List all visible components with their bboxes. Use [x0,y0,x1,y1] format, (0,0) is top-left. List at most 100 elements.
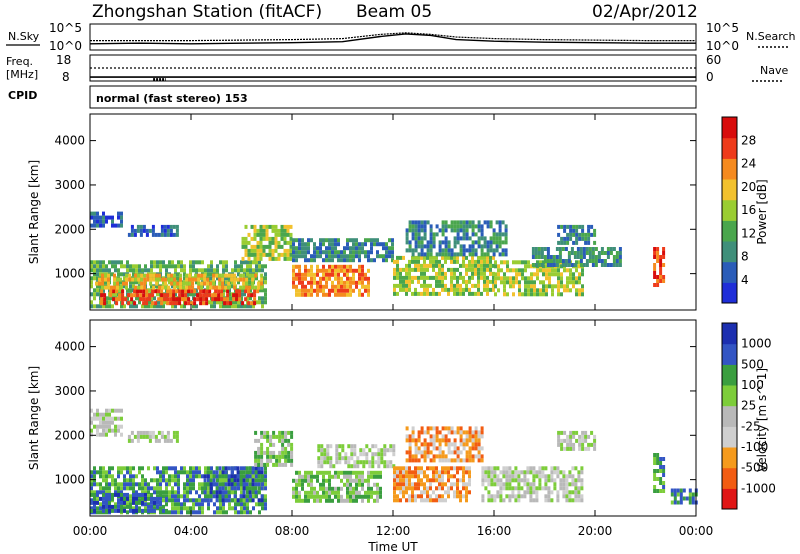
power-cell [615,263,619,267]
vel-cell [679,488,683,493]
vel-cell [192,482,195,487]
vel-cell [557,438,561,443]
vel-cell [444,498,447,503]
vel-cell [444,434,448,439]
vel-cell [183,486,186,491]
vel-cell [218,498,222,503]
power-cell [480,232,484,237]
vel-cell [520,494,524,499]
power-cell [349,280,352,285]
power-cell [503,284,506,289]
vel-cell [147,482,150,487]
power-cell [426,248,430,253]
vel-cell [481,466,485,471]
power-cell [417,252,421,257]
vel-cell [408,434,412,439]
power-cell [587,240,591,245]
vel-cell [281,442,285,447]
power-cell [486,263,489,268]
vel-cell [405,478,408,483]
power-cell [414,220,418,225]
vel-cell [162,474,165,479]
power-cell [202,301,206,306]
vel-cell [343,482,346,487]
power-cell [656,247,660,251]
power-cell [215,285,219,290]
power-cell [242,277,246,282]
power-cell [247,240,251,245]
power-cell [232,293,236,298]
vel-cell [447,474,450,479]
vel-cell [653,469,657,473]
power-cell [408,240,412,245]
power-cell [477,271,480,276]
power-cell [429,283,432,288]
freq-label: Freq. [6,55,33,68]
vel-cell [547,474,551,479]
vel-cell [656,477,660,481]
power-cell [289,248,293,253]
vel-cell [99,432,102,437]
vel-cell [331,474,334,479]
power-cell [133,301,137,306]
power-cell [432,263,435,268]
vel-cell [171,474,174,479]
vel-cell [144,482,147,487]
power-cell [588,251,592,255]
power-cell [653,271,657,275]
power-cell [187,301,191,306]
vel-cell [326,452,330,457]
power-cell [184,289,188,294]
vel-cell [307,498,310,503]
power-cell [274,256,278,261]
power-cell [456,267,459,272]
power-cell [265,232,269,237]
power-cell [167,277,171,282]
vel-cell [335,444,339,449]
vel-colorbar-tick: 25 [741,399,756,413]
power-cell [217,297,221,302]
vel-cell [207,466,210,471]
power-cell [169,293,173,298]
vel-cell [411,482,414,487]
vel-cell [670,488,674,493]
vel-cell [679,492,683,497]
power-cell [292,272,295,277]
vel-cell [162,508,165,513]
power-cell [539,280,542,285]
power-cell [337,272,340,277]
vel-cell [340,486,343,491]
power-cell [480,255,483,260]
vel-cell [171,498,174,503]
power-cell [497,288,500,293]
power-cell [249,304,252,309]
vel-cell [123,486,126,491]
power-cell [254,285,258,290]
power-cell [474,259,477,264]
power-cell [201,260,204,265]
vel-cell [192,506,195,511]
power-cell [367,288,370,293]
power-cell [572,280,575,285]
vel-cell [508,474,512,479]
vel-cell [180,502,183,507]
power-cell [195,268,198,273]
power-cell [247,232,251,237]
power-cell [334,238,337,243]
vel-cell [186,482,189,487]
vel-cell [349,498,352,503]
vel-cell [417,482,420,487]
vel-cell [192,474,195,479]
vel-cell [517,470,521,475]
vel-cell [423,438,427,443]
power-cell [148,297,152,302]
power-cell [462,244,466,249]
power-cell [567,259,571,263]
power-cell [177,260,180,265]
vel-cell [242,470,246,475]
vel-cell [108,492,111,497]
power-cell [483,244,487,249]
vel-cell [292,490,295,495]
vel-cell [198,470,201,475]
